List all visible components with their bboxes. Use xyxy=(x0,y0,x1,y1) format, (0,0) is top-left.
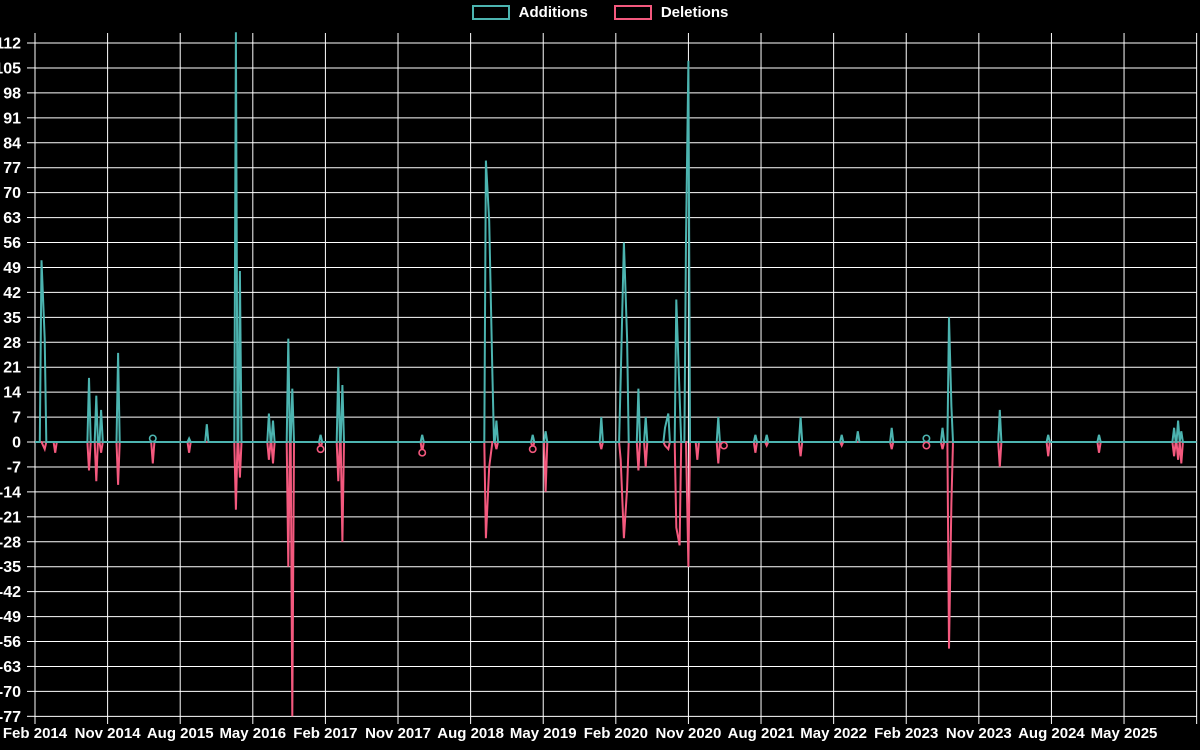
legend-label-deletions: Deletions xyxy=(660,4,729,21)
axis-ticks xyxy=(27,42,1198,724)
y-tick-label: 7 xyxy=(12,410,21,427)
y-tick-label: 77 xyxy=(3,160,21,177)
x-tick-label: May 2016 xyxy=(219,725,286,742)
deletions-swatch-icon xyxy=(613,5,652,20)
y-tick-label: 0 xyxy=(12,435,21,452)
y-tick-label: 105 xyxy=(0,60,21,77)
y-tick-label: -56 xyxy=(0,634,21,651)
additions-point-marker xyxy=(148,434,157,443)
y-tick-label: 112 xyxy=(0,36,21,53)
x-tick-label: Nov 2017 xyxy=(365,725,431,742)
x-tick-label: Nov 2023 xyxy=(946,725,1012,742)
y-tick-label: -63 xyxy=(0,659,21,676)
deletions-point-marker xyxy=(922,441,931,450)
y-tick-label: -21 xyxy=(0,509,21,526)
legend-label-additions: Additions xyxy=(518,4,588,21)
y-tick-label: 14 xyxy=(3,385,21,402)
x-tick-label: Aug 2018 xyxy=(437,725,504,742)
deletions-point-marker xyxy=(719,441,728,450)
y-tick-label: 42 xyxy=(3,285,21,302)
y-tick-label: 98 xyxy=(3,85,21,102)
y-tick-label: -14 xyxy=(0,484,21,501)
y-tick-label: -42 xyxy=(0,584,21,601)
y-tick-label: -49 xyxy=(0,609,21,626)
x-tick-label: Feb 2014 xyxy=(3,725,68,742)
x-tick-label: May 2025 xyxy=(1091,725,1158,742)
x-tick-label: May 2022 xyxy=(800,725,867,742)
legend-item-deletions[interactable]: Deletions xyxy=(613,4,729,21)
y-tick-label: -70 xyxy=(0,684,21,701)
y-tick-label: -35 xyxy=(0,559,21,576)
y-tick-label: 21 xyxy=(3,360,21,377)
point-markers xyxy=(148,434,931,457)
y-tick-label: 35 xyxy=(3,310,21,327)
x-tick-label: May 2019 xyxy=(510,725,577,742)
additions-swatch-icon xyxy=(471,5,510,20)
deletions-point-marker xyxy=(528,445,537,454)
y-tick-label: -7 xyxy=(7,459,21,476)
additions-point-marker xyxy=(922,434,931,443)
deletions-point-marker xyxy=(316,445,325,454)
y-tick-label: 28 xyxy=(3,335,21,352)
deletions-point-marker xyxy=(418,448,427,457)
y-tick-label: 70 xyxy=(3,185,21,202)
chart-legend: Additions Deletions xyxy=(0,4,1200,21)
x-tick-label: Feb 2023 xyxy=(874,725,938,742)
x-tick-label: Feb 2017 xyxy=(293,725,357,742)
x-tick-label: Nov 2020 xyxy=(655,725,721,742)
x-tick-label: Nov 2014 xyxy=(75,725,142,742)
y-tick-label: -77 xyxy=(0,709,21,726)
y-tick-label: 63 xyxy=(3,210,21,227)
y-tick-label: 56 xyxy=(3,235,21,252)
x-tick-label: Aug 2015 xyxy=(147,725,214,742)
y-tick-label: 84 xyxy=(3,135,21,152)
x-tick-label: Aug 2021 xyxy=(728,725,795,742)
y-tick-label: 91 xyxy=(3,110,21,127)
x-tick-label: Aug 2024 xyxy=(1018,725,1085,742)
y-tick-label: -28 xyxy=(0,534,21,551)
y-tick-label: 49 xyxy=(3,260,21,277)
x-tick-label: Feb 2020 xyxy=(584,725,648,742)
legend-item-additions[interactable]: Additions xyxy=(471,4,588,21)
gridlines xyxy=(34,33,1198,717)
axis-labels: 1121059891847770635649423528211470-7-14-… xyxy=(0,36,1157,743)
